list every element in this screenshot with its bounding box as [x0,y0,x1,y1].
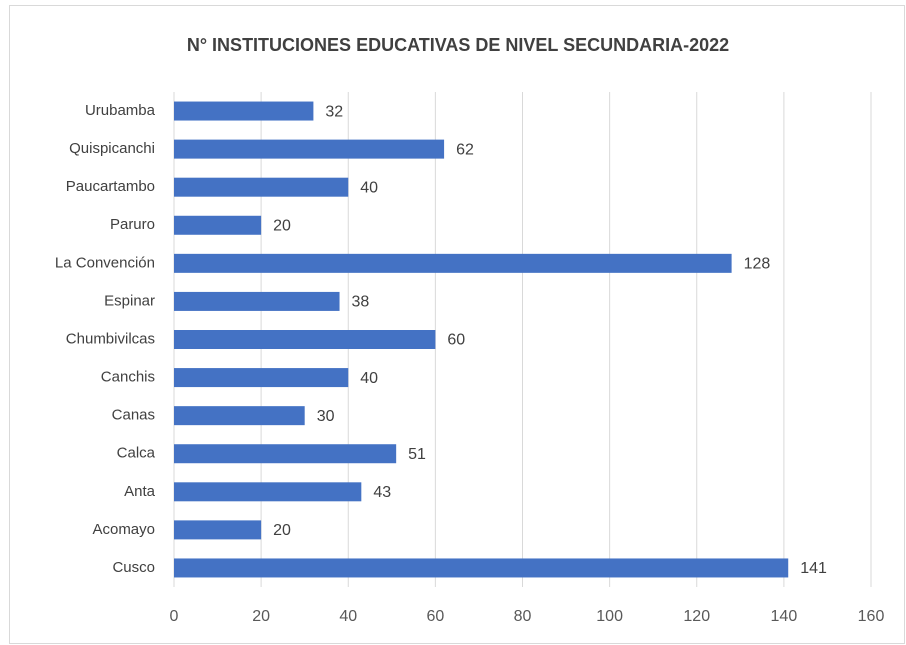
bar [174,253,732,273]
y-tick-label: Chumbivilcas [66,330,155,347]
bar [174,177,349,197]
value-label: 40 [360,370,378,387]
x-tick-label: 160 [858,608,885,625]
value-label: 20 [273,217,291,234]
x-tick-label: 80 [514,608,532,625]
value-label: 141 [800,560,827,577]
y-tick-label: Canas [112,407,155,424]
x-tick-label: 60 [426,608,444,625]
bar [174,444,397,464]
value-label: 128 [744,256,771,273]
x-tick-label: 140 [771,608,798,625]
y-tick-label: La Convención [55,254,155,271]
bar [174,101,314,121]
value-label: 51 [408,446,426,463]
value-label: 62 [456,141,474,158]
value-label: 40 [360,179,378,196]
x-tick-label: 20 [252,608,270,625]
y-tick-label: Acomayo [92,521,155,538]
x-tick-label: 100 [596,608,623,625]
chart-frame [9,5,905,644]
x-tick-label: 40 [339,608,357,625]
chart-title: N° INSTITUCIONES EDUCATIVAS DE NIVEL SEC… [187,35,729,55]
y-tick-label: Paruro [110,216,155,233]
bar [174,482,362,502]
value-label: 38 [352,294,370,311]
y-tick-label: Canchis [101,369,155,386]
bar [174,139,445,159]
y-tick-label: Urubamba [85,102,156,119]
value-label: 30 [317,408,335,425]
bar [174,406,305,426]
value-label: 32 [325,103,343,120]
bar [174,291,340,311]
bar [174,330,436,349]
value-label: 43 [373,484,391,501]
y-tick-label: Quispicanchi [69,140,155,157]
bar [174,368,349,388]
value-label: 20 [273,522,291,539]
y-tick-label: Paucartambo [66,178,155,195]
value-label: 60 [447,332,465,349]
y-tick-label: Calca [117,445,156,462]
bar [174,520,262,540]
y-tick-label: Cusco [112,559,155,576]
bar [174,215,262,235]
bar [174,558,789,578]
x-tick-label: 120 [683,608,710,625]
y-tick-label: Anta [124,483,156,500]
y-tick-label: Espinar [104,292,155,309]
x-tick-label: 0 [170,608,179,625]
